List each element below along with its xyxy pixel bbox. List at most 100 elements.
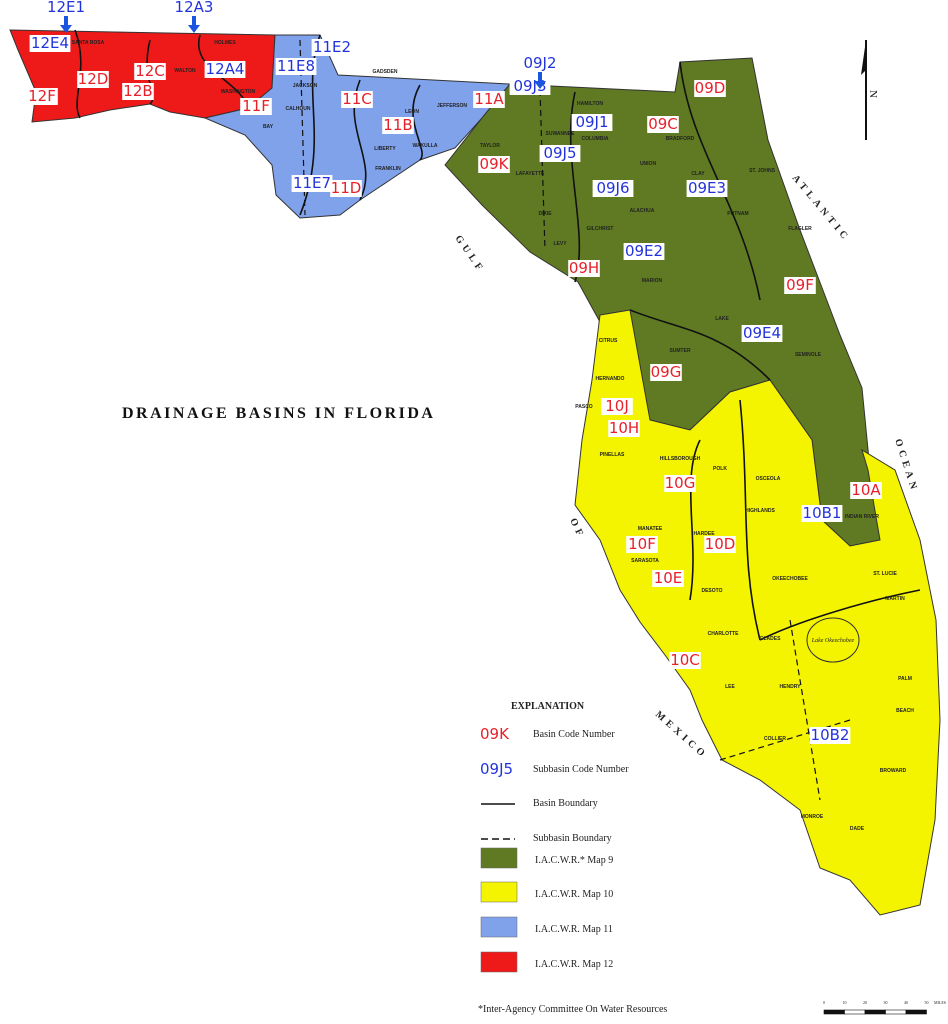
basin-label-09h: 09H [568, 259, 600, 277]
county-label: CHARLOTTE [708, 631, 739, 637]
county-label: TAYLOR [480, 143, 500, 149]
county-label: UNION [640, 161, 657, 167]
county-label: MANATEE [638, 526, 663, 532]
basin-boundary [679, 61, 761, 301]
svg-text:09K: 09K [480, 155, 510, 173]
subbasin-boundary [789, 619, 821, 801]
svg-text:09E4: 09E4 [743, 324, 781, 342]
basin-label-12c: 12C [134, 62, 166, 80]
basin-label-12f: 12F [26, 87, 58, 105]
svg-text:09E2: 09E2 [625, 242, 663, 260]
scale-tick: 0 [823, 1000, 825, 1005]
county-label: JEFFERSON [437, 103, 467, 109]
svg-text:11A: 11A [474, 90, 504, 108]
subbasin-label-09j6: 09J6 [592, 179, 634, 197]
svg-text:11C: 11C [342, 90, 372, 108]
svg-text:10G: 10G [665, 474, 696, 492]
county-label: HIGHLANDS [745, 508, 775, 514]
svg-text:09H: 09H [569, 259, 599, 277]
county-label: HARDEE [693, 531, 715, 537]
basin-label-11d: 11D [330, 179, 362, 197]
county-label: MARION [642, 278, 663, 284]
svg-text:09D: 09D [695, 79, 726, 97]
county-label: FLAGLER [788, 226, 812, 232]
subbasin-arrow-12e1: 12E1 [47, 0, 85, 33]
county-label: BEACH [896, 708, 914, 714]
svg-text:09E3: 09E3 [688, 179, 726, 197]
county-label: DIXIE [538, 211, 552, 217]
basin-label-09k: 09K [478, 155, 510, 173]
svg-text:11E8: 11E8 [277, 57, 315, 75]
county-label: ALACHUA [630, 208, 655, 214]
subbasin-label-11e7: 11E7 [291, 174, 333, 192]
basin-label-10g: 10G [664, 474, 696, 492]
basin-boundary [759, 589, 921, 641]
county-label: HENDRY [780, 684, 802, 690]
county-label: HERNANDO [596, 376, 625, 382]
county-label: LEON [405, 109, 419, 115]
svg-text:11E2: 11E2 [313, 38, 351, 56]
legend-heading: EXPLANATION [511, 701, 585, 712]
svg-text:09G: 09G [651, 363, 682, 381]
legend: EXPLANATION 09K Basin Code Number 09J5 Subba… [478, 701, 667, 1015]
county-label: CLAY [691, 171, 705, 177]
county-label: PINELLAS [600, 452, 625, 458]
basin-boundary [629, 309, 771, 381]
subbasin-label-11e2: 11E2 [311, 38, 353, 56]
basin-boundary [689, 439, 701, 601]
county-label: COLLIER [764, 736, 786, 742]
scale-tick: 40 [904, 1000, 908, 1005]
county-label: ST. LUCIE [873, 571, 897, 577]
svg-text:10J: 10J [605, 397, 629, 415]
svg-text:10B1: 10B1 [803, 504, 842, 522]
subbasin-label-10b1: 10B1 [801, 504, 843, 522]
county-label: BAY [263, 124, 274, 130]
subbasin-label-12a4: 12A4 [204, 60, 246, 78]
legend-subbasin-text: Subbasin Code Number [533, 764, 629, 775]
svg-text:09J2: 09J2 [523, 54, 556, 72]
water-label-gulf: GULF [453, 233, 487, 275]
scale-tick: 20 [863, 1000, 867, 1005]
svg-text:10E: 10E [654, 569, 683, 587]
region-map10 [574, 309, 941, 916]
legend-swatch-map11 [480, 916, 518, 938]
svg-text:10A: 10A [851, 481, 881, 499]
subbasin-label-11e8: 11E8 [275, 57, 317, 75]
subbasin-label-09e4: 09E4 [741, 324, 783, 342]
county-label: CITRUS [599, 338, 618, 344]
county-label: OKEECHOBEE [772, 576, 808, 582]
basin-label-11c: 11C [341, 90, 373, 108]
basin-label-12d: 12D [77, 70, 109, 88]
scale-tick: 50 [925, 1000, 929, 1005]
subbasin-label-10b2: 10B2 [809, 726, 851, 744]
water-label-of: OF [567, 517, 586, 541]
county-label: SEMINOLE [795, 352, 822, 358]
subbasin-label-09j3: 09J3 [509, 77, 551, 95]
county-label: PUTNAM [727, 211, 748, 217]
svg-text:09J1: 09J1 [575, 113, 608, 131]
subbasin-label-09e3: 09E3 [686, 179, 728, 197]
svg-text:09J5: 09J5 [543, 144, 576, 162]
county-label: FRANKLIN [375, 166, 401, 172]
legend-swatch-map10 [480, 881, 518, 903]
county-label: HAMILTON [577, 101, 603, 107]
county-label: LAKE [715, 316, 729, 322]
svg-text:11E7: 11E7 [293, 174, 331, 192]
county-label: HILLSBOROUGH [660, 456, 701, 462]
svg-text:11D: 11D [331, 179, 362, 197]
county-label: GILCHRIST [587, 226, 614, 232]
scale-tick: 10 [843, 1000, 847, 1005]
basin-boundary [739, 399, 761, 641]
basin-label-10a: 10A [850, 481, 882, 499]
scale-tick: 30 [884, 1000, 888, 1005]
region-map11 [203, 34, 512, 219]
county-label: ST. JOHNS [749, 168, 776, 174]
svg-text:12E1: 12E1 [47, 0, 85, 16]
county-label: PALM [898, 676, 912, 682]
basin-label-11a: 11A [473, 90, 505, 108]
county-label: DESOTO [701, 588, 722, 594]
svg-text:12A3: 12A3 [175, 0, 214, 16]
svg-text:12A4: 12A4 [206, 60, 245, 78]
county-label: CALHOUN [286, 106, 311, 112]
basin-label-10f: 10F [626, 535, 658, 553]
